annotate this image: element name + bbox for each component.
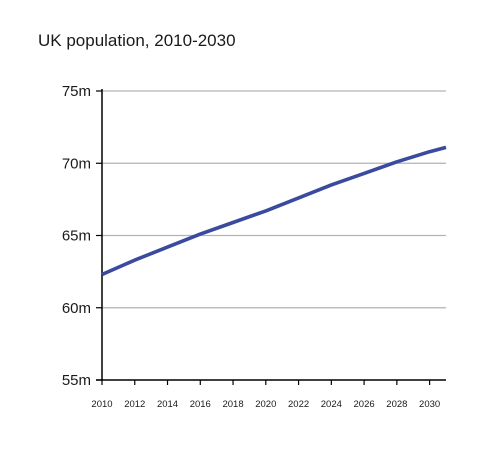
x-tick-label-2022: 2022 [288, 399, 309, 410]
gridlines [102, 90, 446, 309]
x-tick-label-2024: 2024 [321, 399, 342, 410]
x-tick-label-2028: 2028 [386, 399, 407, 410]
y-axis-ticks: 55m 60m 65m 70m 75m [62, 83, 102, 389]
y-tick-label-70: 70m [62, 155, 91, 172]
y-tick-label-60: 60m [62, 300, 91, 317]
axes [96, 89, 446, 381]
x-tick-label-2026: 2026 [354, 399, 375, 410]
x-tick-label-2012: 2012 [124, 399, 145, 410]
y-tick-label-65: 65m [62, 228, 91, 245]
x-tick-label-2030: 2030 [419, 399, 440, 410]
chart-title: UK population, 2010-2030 [38, 31, 236, 50]
x-tick-label-2018: 2018 [222, 399, 243, 410]
x-tick-label-2020: 2020 [255, 399, 276, 410]
series-line-0 [101, 145, 447, 277]
x-tick-label-2016: 2016 [190, 399, 211, 410]
series-group [101, 145, 447, 277]
x-axis-ticks: 2010 2012 2014 2016 2018 2020 2022 2024 2026 2028… [91, 380, 440, 410]
y-tick-label-75: 75m [62, 83, 91, 100]
x-tick-label-2014: 2014 [157, 399, 178, 410]
y-tick-label-55: 55m [62, 372, 91, 389]
x-tick-label-2010: 2010 [91, 399, 112, 410]
